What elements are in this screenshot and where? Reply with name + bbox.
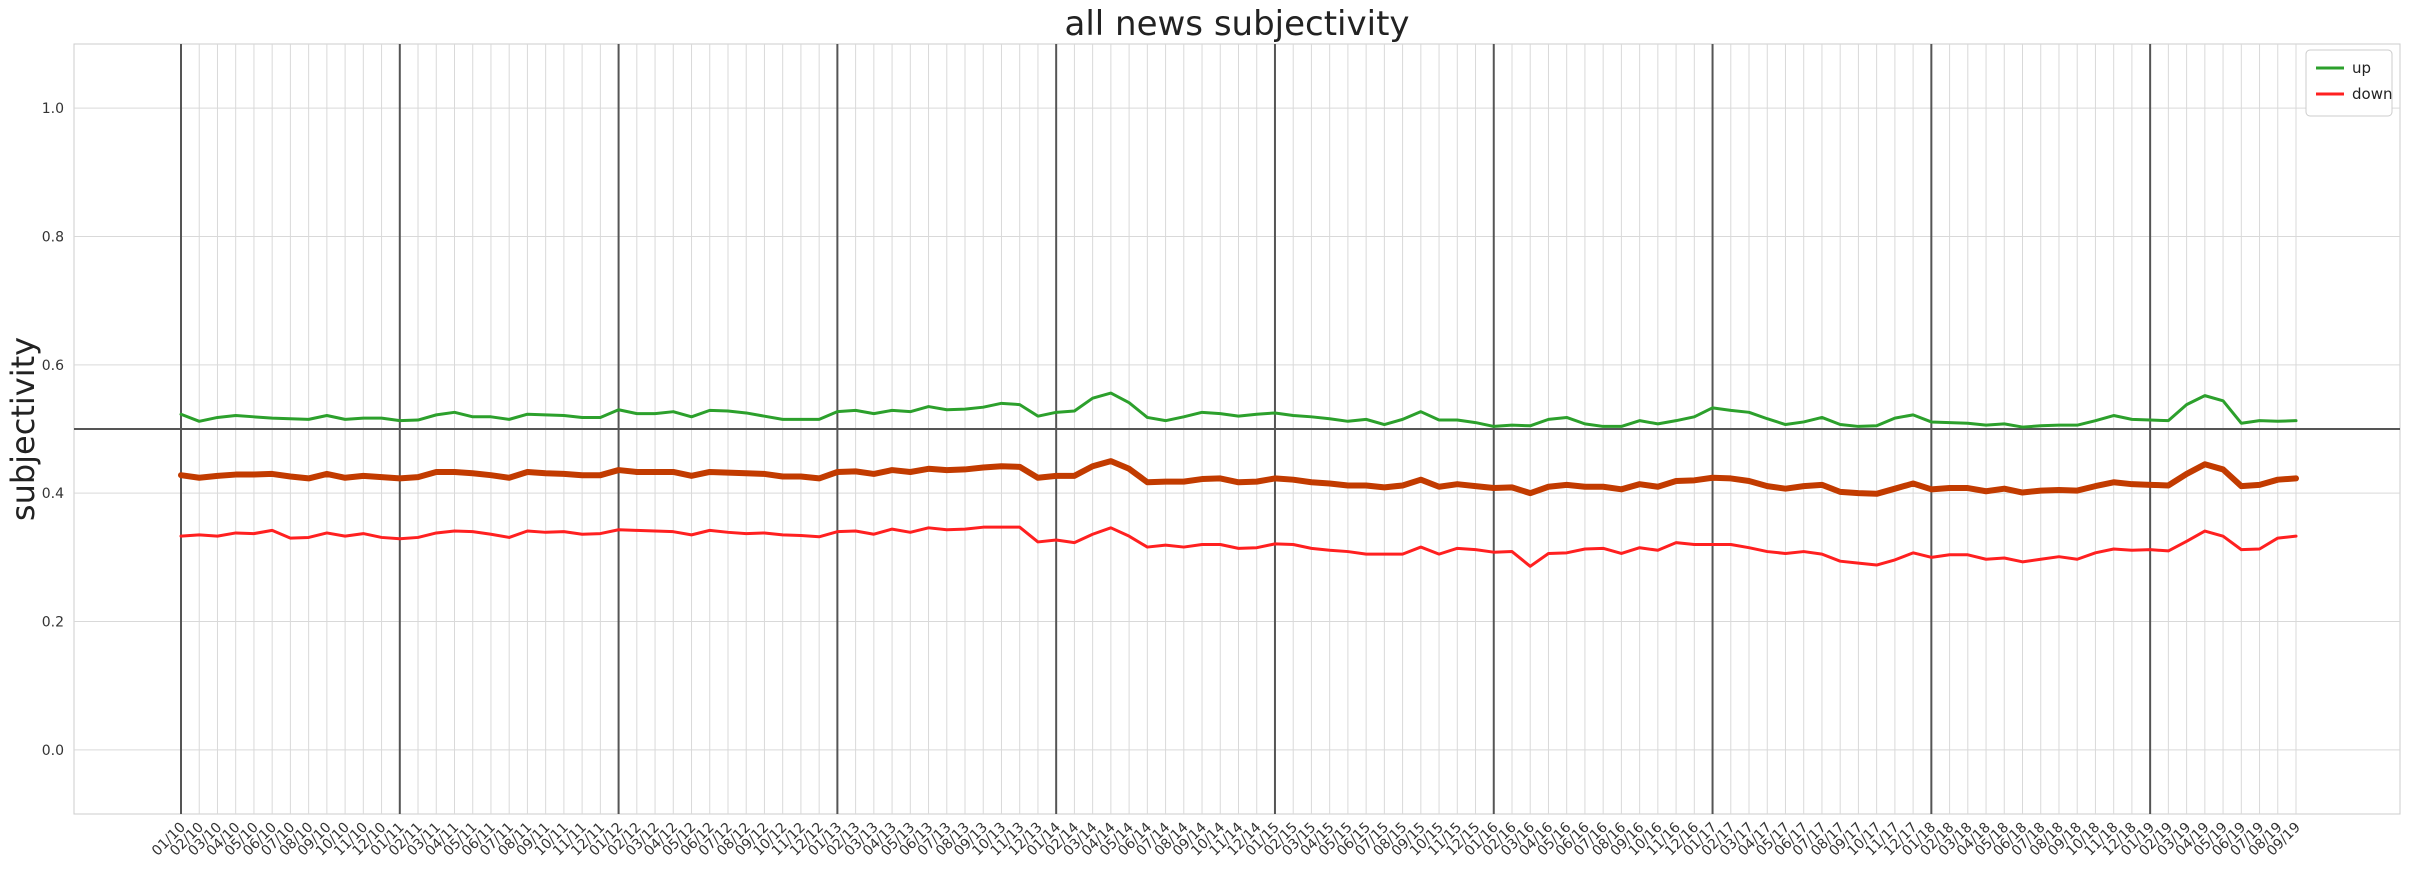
y-tick-label: 0.8: [42, 230, 64, 246]
legend: up down: [2306, 50, 2392, 116]
x-tick-labels: 01/1002/1003/1004/1005/1006/1007/1008/10…: [149, 819, 2304, 859]
y-tick-label: 0.0: [42, 743, 64, 759]
y-tick-label: 0.4: [42, 486, 64, 502]
legend-label-up: up: [2352, 59, 2371, 77]
y-tick-label: 0.6: [42, 358, 64, 374]
y-tick-labels: 0.0 0.2 0.4 0.6 0.8 1.0: [42, 101, 64, 759]
legend-label-down: down: [2352, 85, 2392, 103]
y-tick-label: 0.2: [42, 615, 64, 631]
y-tick-label: 1.0: [42, 101, 64, 117]
y-axis-label: subjectivity: [4, 337, 42, 521]
chart-title: all news subjectivity: [1064, 4, 1409, 44]
legend-box: [2306, 50, 2392, 116]
